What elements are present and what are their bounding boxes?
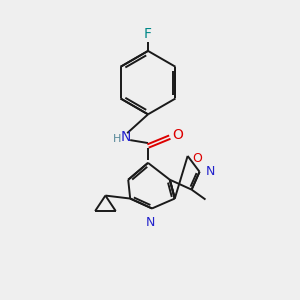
Text: N: N xyxy=(121,130,131,144)
Text: O: O xyxy=(193,152,202,165)
Text: N: N xyxy=(206,165,215,178)
Text: H: H xyxy=(113,134,122,144)
Text: O: O xyxy=(172,128,183,142)
Text: N: N xyxy=(145,216,155,230)
Text: F: F xyxy=(144,27,152,41)
